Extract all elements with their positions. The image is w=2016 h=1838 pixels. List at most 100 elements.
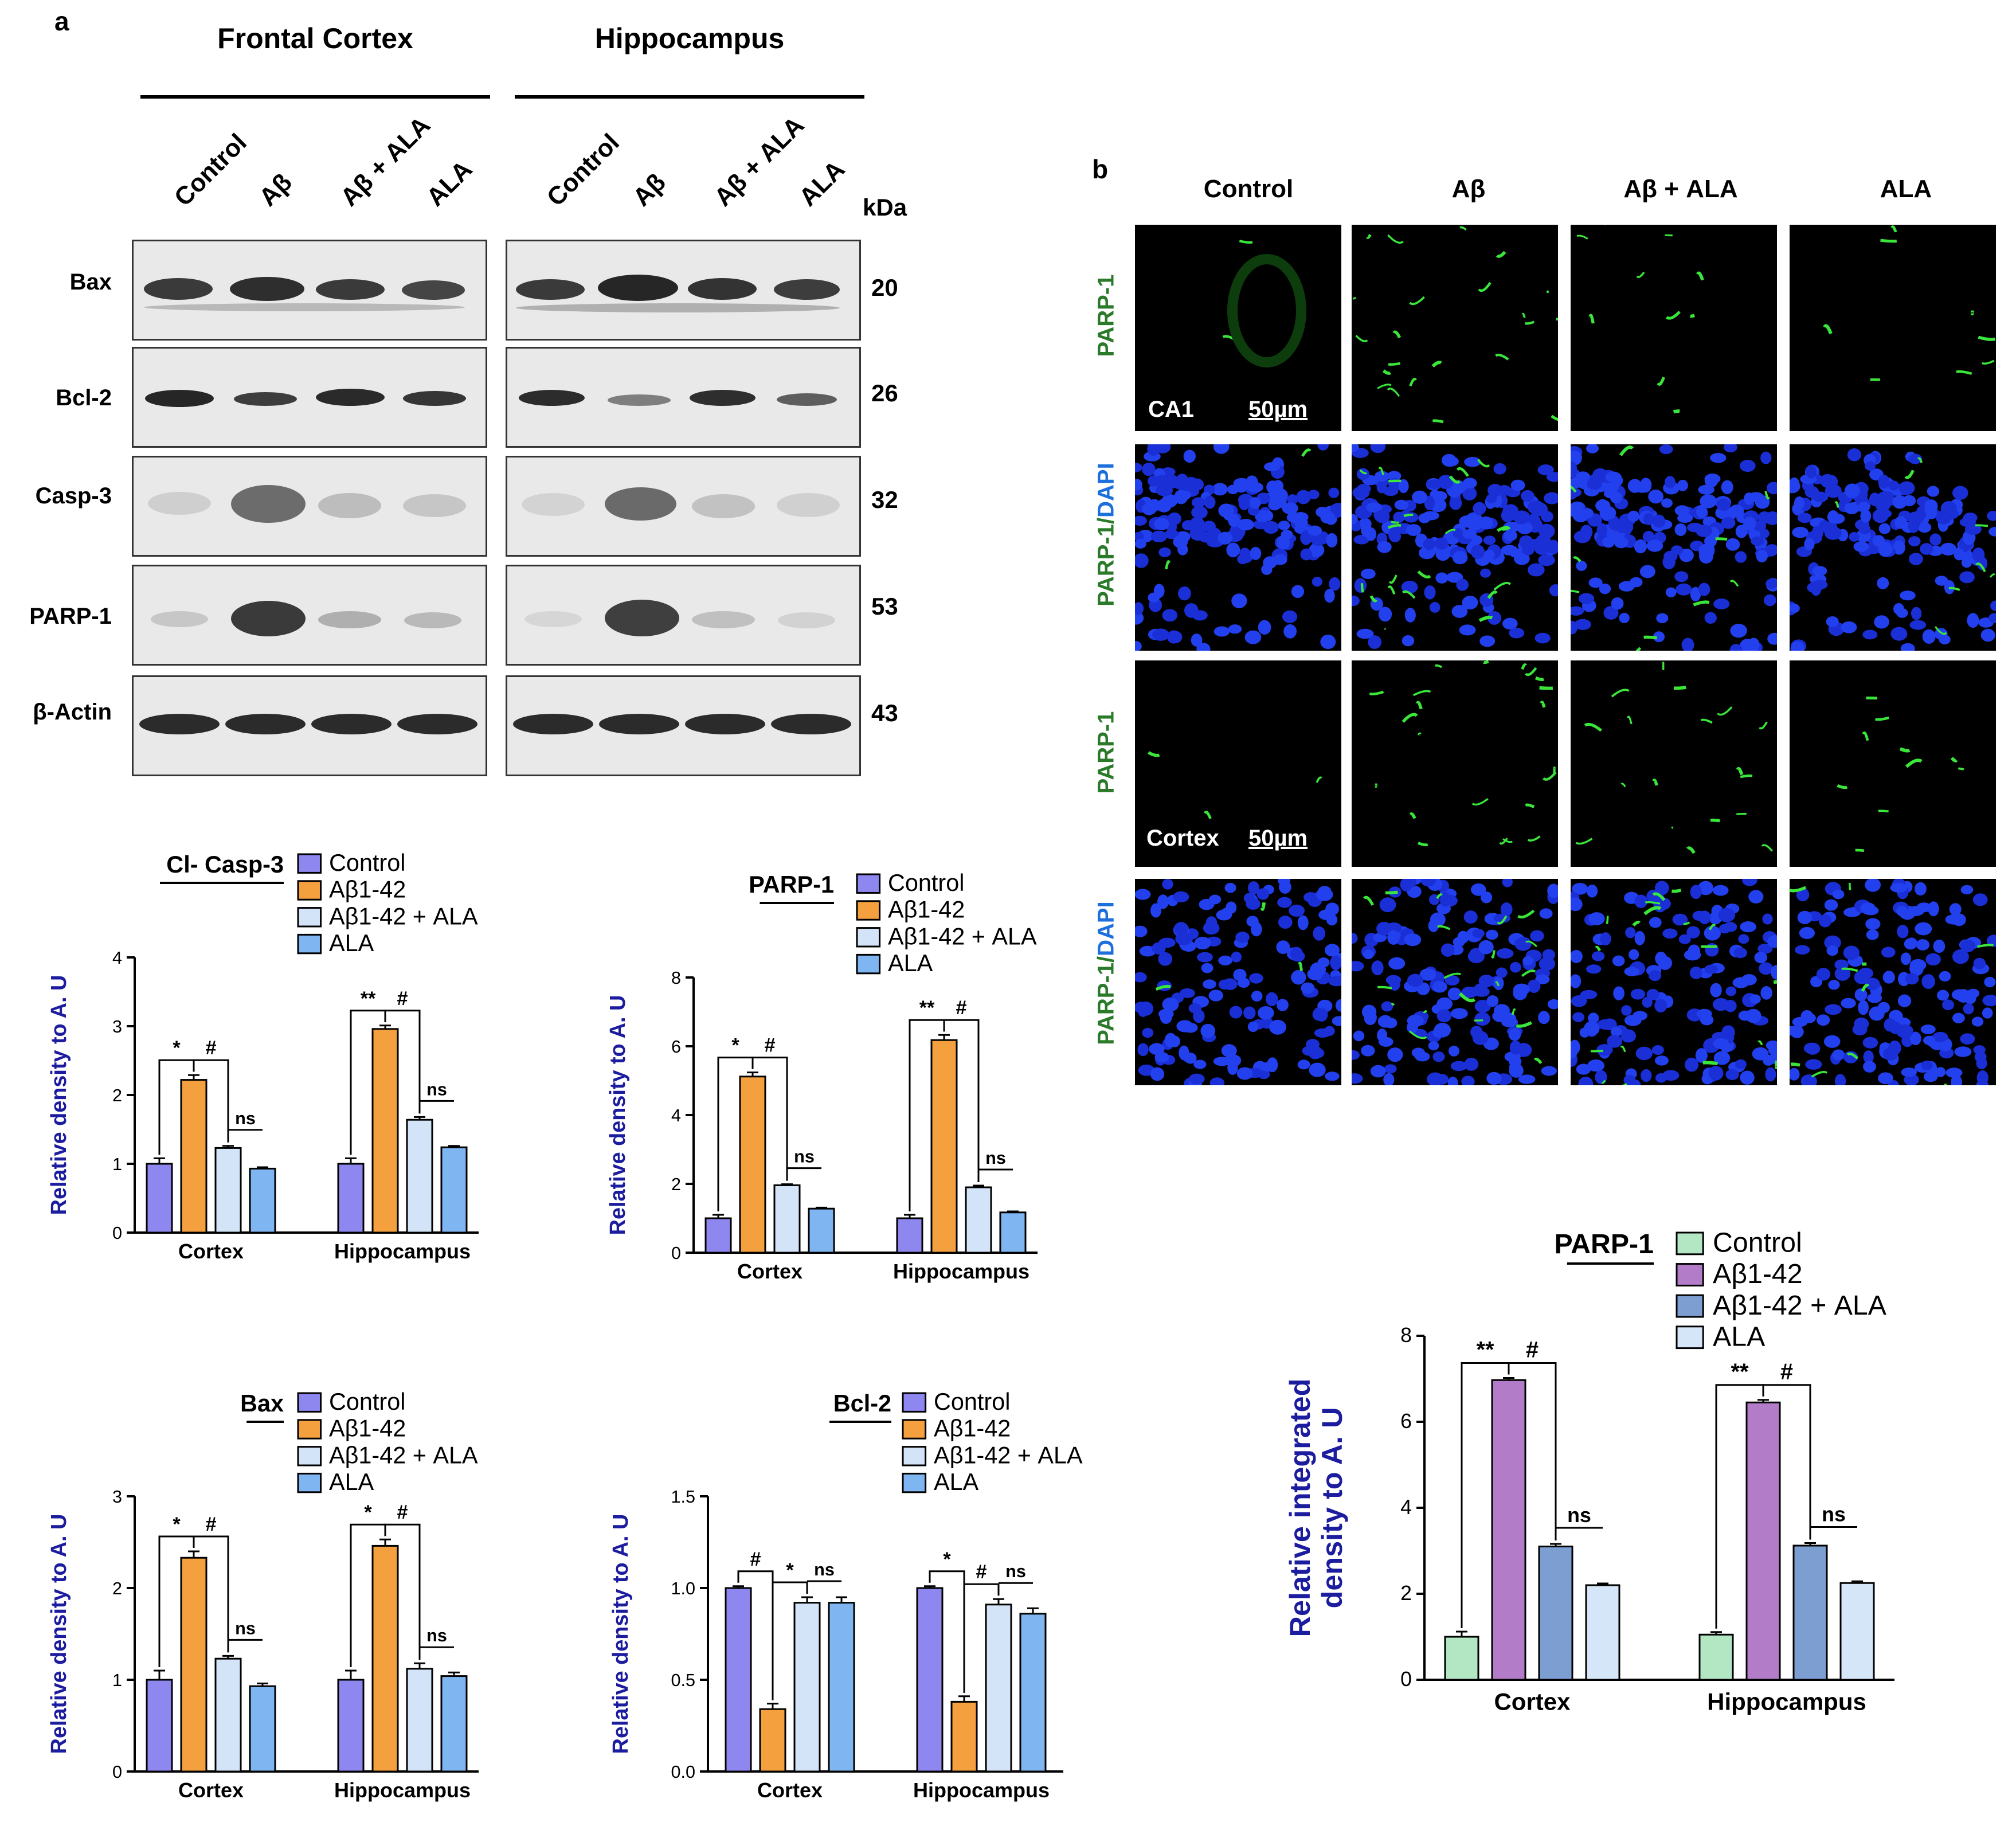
if-image-cell [1790, 879, 1996, 1085]
legend-swatch [856, 873, 881, 894]
region-title-frontal-cortex: Frontal Cortex [217, 22, 413, 54]
panel-a-letter: a [54, 6, 69, 36]
significance-label: # [205, 1514, 216, 1535]
legend-swatch [297, 1446, 322, 1467]
x-category-label: Cortex [1494, 1688, 1571, 1715]
bar [985, 1604, 1012, 1773]
kda-value: 20 [871, 274, 898, 301]
legend-swatch [297, 853, 322, 874]
bar [793, 1602, 821, 1773]
legend-swatch [297, 1472, 322, 1493]
region-underline [515, 95, 864, 99]
bar-chart-bcl2: 0.0 0.5 1.0 1.5 Relative density to A. U Cort… [609, 1389, 1083, 1802]
y-tick-label: 1.0 [671, 1579, 695, 1598]
bar [249, 1685, 276, 1773]
legend-swatch [1676, 1325, 1704, 1350]
blot-bax-hippocampus [506, 240, 861, 341]
significance-label: ns [794, 1147, 815, 1167]
if-image-cell [1790, 444, 1996, 651]
chart-title: PARP-1 [749, 871, 834, 898]
bar [739, 1076, 766, 1254]
significance-label: * [173, 1037, 181, 1059]
if-image-cell [1135, 660, 1341, 867]
significance-bracket [1508, 1362, 1557, 1540]
significance-label: ** [361, 988, 376, 1010]
kda-header: kDa [863, 194, 907, 221]
bar [1745, 1401, 1781, 1681]
kda-value: 53 [871, 593, 898, 620]
bar [180, 1079, 208, 1234]
y-tick-label: 0.5 [671, 1671, 695, 1690]
significance-label: ns [235, 1618, 256, 1638]
if-image-cell [1571, 879, 1777, 1085]
bar [249, 1167, 276, 1234]
significance-label: * [943, 1548, 951, 1570]
legend-swatch [902, 1392, 927, 1413]
blot-row-label: Casp-3 [35, 483, 112, 509]
bar [337, 1679, 365, 1773]
bar [1698, 1633, 1734, 1681]
significance-label: ns [1822, 1503, 1846, 1526]
legend-swatch [902, 1446, 927, 1467]
bar [1538, 1546, 1573, 1681]
x-category-label: Cortex [737, 1260, 803, 1283]
legend-swatch [1676, 1294, 1704, 1318]
bar [406, 1119, 433, 1234]
significance-bracket [384, 1010, 421, 1114]
if-image-cell [1352, 225, 1558, 431]
chart-title: Bax [240, 1390, 284, 1417]
legend-swatch [297, 880, 322, 901]
x-category-label: Hippocampus [1707, 1688, 1866, 1715]
bar [440, 1675, 468, 1773]
bar [214, 1657, 242, 1773]
bar [704, 1217, 732, 1254]
legend-label: Control [329, 1389, 405, 1415]
legend-label: Aβ1-42 + ALA [1713, 1290, 1887, 1321]
significance-bracket [193, 1535, 229, 1653]
y-tick-label: 1 [112, 1155, 122, 1174]
chart-title: Cl- Casp-3 [166, 851, 284, 878]
lane-label: ALA [793, 155, 851, 212]
if-image-cell [1571, 444, 1777, 651]
significance-label: * [173, 1514, 181, 1535]
significance-label: # [397, 1501, 408, 1523]
y-tick-label: 0 [671, 1243, 681, 1263]
significance-bracket [193, 1059, 229, 1143]
kda-value: 26 [871, 380, 898, 406]
legend-swatch [297, 1419, 322, 1440]
y-tick-label: 0 [112, 1223, 122, 1243]
lane-label: Aβ [627, 168, 671, 212]
legend-label: Aβ1-42 [934, 1415, 1011, 1442]
if-column-header: Aβ [1451, 175, 1486, 203]
y-tick-label: 3 [112, 1487, 122, 1507]
significance-bracket [751, 1057, 788, 1181]
if-column-header: Aβ + ALA [1623, 175, 1738, 203]
y-tick-label: 4 [112, 948, 122, 968]
legend-label: Control [934, 1389, 1010, 1415]
bar [371, 1544, 399, 1773]
significance-label: ns [814, 1560, 835, 1579]
significance-label: # [1780, 1359, 1793, 1385]
blot-bactin-cortex [132, 675, 487, 776]
blot-row-label: Bcl-2 [56, 385, 112, 410]
if-image-cell [1352, 879, 1558, 1085]
legend-label: Aβ1-42 + ALA [888, 923, 1037, 949]
bar [773, 1184, 801, 1254]
lane-label: Aβ + ALA [335, 111, 436, 212]
y-axis-title: Relative density to A. U [47, 1514, 71, 1754]
legend-label: Aβ1-42 [1713, 1258, 1803, 1289]
significance-label: # [1526, 1338, 1539, 1363]
significance-label: # [764, 1035, 775, 1057]
y-tick-label: 8 [1400, 1324, 1412, 1347]
legend-label: ALA [934, 1469, 979, 1495]
y-tick-label: 6 [1400, 1410, 1412, 1433]
significance-label: * [786, 1559, 794, 1581]
legend-label: ALA [329, 930, 374, 956]
bar [725, 1587, 752, 1773]
bar [406, 1668, 433, 1773]
bar [930, 1039, 958, 1254]
blot-row-label: PARP-1 [29, 604, 112, 629]
bar [999, 1211, 1027, 1254]
x-category-label: Hippocampus [334, 1239, 471, 1263]
if-image-cell [1790, 225, 1996, 431]
